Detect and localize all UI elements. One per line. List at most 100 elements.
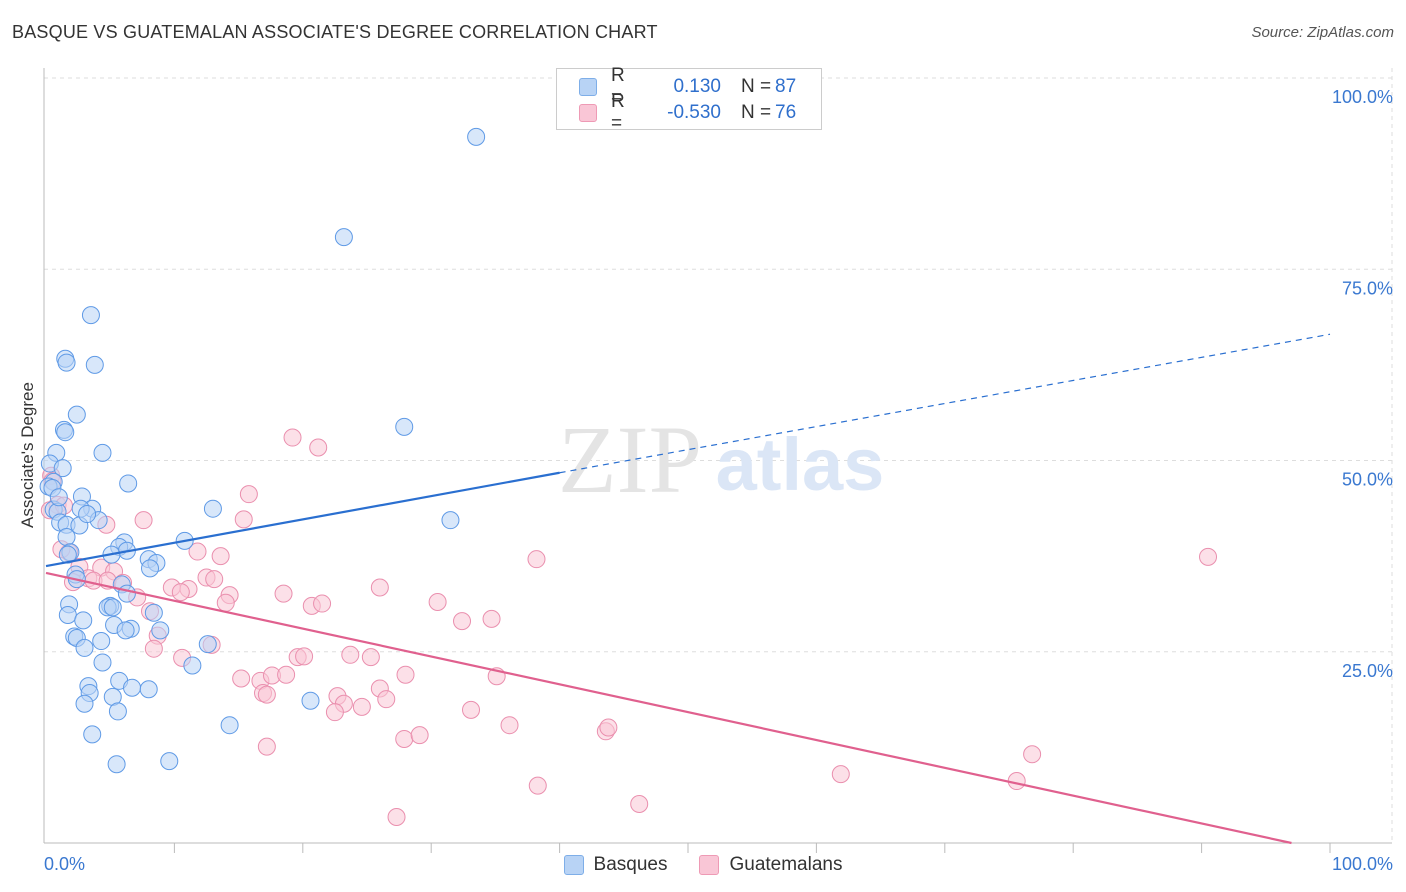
- data-point: [599, 718, 618, 737]
- legend-item-guatemalans[interactable]: Guatemalans: [699, 854, 842, 876]
- data-point: [205, 570, 224, 589]
- data-point: [103, 598, 122, 617]
- data-point: [1199, 547, 1218, 566]
- data-point: [462, 700, 481, 719]
- data-point: [352, 697, 371, 716]
- data-point: [58, 606, 77, 625]
- data-point: [119, 474, 138, 493]
- axes: [43, 68, 1392, 853]
- data-point: [57, 353, 76, 372]
- data-point: [295, 647, 314, 666]
- data-point: [309, 438, 328, 457]
- data-point: [341, 645, 360, 664]
- data-point: [482, 609, 501, 628]
- legend-item-basques[interactable]: Basques: [563, 854, 668, 876]
- series-legend: Basques Guatemalans: [0, 852, 1406, 878]
- n-value: 76: [775, 102, 797, 123]
- grid-lines: [44, 68, 1393, 843]
- data-point: [528, 776, 547, 795]
- basques-points: [39, 127, 486, 774]
- basques-swatch: [563, 855, 584, 875]
- watermark-atlas: atlas: [716, 423, 885, 506]
- data-point: [75, 694, 94, 713]
- data-point: [116, 621, 135, 640]
- data-point: [49, 488, 68, 507]
- data-point: [527, 550, 546, 569]
- data-point: [144, 603, 163, 622]
- data-point: [361, 648, 380, 667]
- watermark: ZIP atlas: [558, 406, 884, 513]
- legend-label-guatemalans: Guatemalans: [729, 854, 843, 875]
- data-point: [211, 547, 230, 566]
- data-point: [325, 703, 344, 722]
- r-value: -0.530: [667, 102, 721, 123]
- data-point: [301, 691, 320, 710]
- data-point: [334, 228, 353, 247]
- data-point: [107, 755, 126, 774]
- legend-row-guatemalans: R = -0.530 N = 76: [579, 91, 797, 134]
- r-value: 0.130: [673, 76, 721, 97]
- data-point: [395, 729, 414, 748]
- data-point: [93, 443, 112, 462]
- data-point: [453, 612, 472, 631]
- data-point: [1023, 745, 1042, 764]
- n-label: N =: [741, 76, 772, 97]
- guatemalans-swatch: [579, 104, 597, 122]
- tick-labels: 25.0% 50.0% 75.0% 100.0% 0.0% 100.0%: [44, 87, 1393, 874]
- data-point: [57, 528, 76, 546]
- data-point: [387, 807, 406, 826]
- data-point: [274, 584, 293, 603]
- data-point: [83, 725, 102, 744]
- data-point: [117, 584, 136, 603]
- data-point: [277, 665, 296, 684]
- data-point: [134, 511, 153, 530]
- data-point: [92, 632, 111, 651]
- legend-row-basques: R = 0.130 N = 87: [579, 65, 797, 108]
- data-point: [183, 656, 202, 675]
- data-point: [239, 485, 258, 504]
- correlation-legend: R = 0.130 N = 87 R = -0.530 N = 76: [556, 65, 822, 134]
- basques-trend-extension: [559, 333, 1331, 474]
- data-point: [93, 653, 112, 672]
- data-point: [831, 765, 850, 784]
- data-point: [78, 505, 97, 524]
- r-label: R =: [611, 65, 625, 108]
- data-point: [428, 593, 447, 612]
- data-point: [313, 594, 332, 613]
- data-point: [123, 678, 142, 697]
- data-point: [283, 428, 302, 447]
- data-point: [160, 752, 179, 771]
- data-point: [203, 499, 222, 518]
- y-axis-title: Associate's Degree: [18, 382, 37, 528]
- data-point: [395, 417, 414, 436]
- trend-lines: [45, 333, 1331, 845]
- data-point: [141, 559, 160, 578]
- y-tick-label: 75.0%: [1342, 278, 1393, 298]
- data-point: [257, 737, 276, 756]
- data-point: [232, 669, 251, 688]
- n-value: 87: [775, 76, 797, 97]
- data-point: [151, 621, 170, 640]
- guatemalans-swatch: [699, 855, 720, 875]
- data-point: [467, 127, 486, 146]
- data-point: [56, 423, 75, 442]
- legend-label-basques: Basques: [593, 854, 668, 875]
- data-point: [188, 542, 207, 561]
- data-point: [220, 716, 239, 735]
- n-label: N =: [741, 102, 772, 123]
- y-tick-label: 50.0%: [1342, 470, 1393, 490]
- data-point: [85, 355, 104, 374]
- data-point: [53, 459, 72, 478]
- data-point: [234, 510, 253, 529]
- data-point: [139, 680, 158, 699]
- data-point: [370, 578, 389, 597]
- data-point: [198, 635, 217, 654]
- data-point: [257, 685, 276, 704]
- basques-swatch: [579, 78, 597, 96]
- data-point: [171, 583, 190, 602]
- x-tick-label-end: 100.0%: [1332, 854, 1393, 874]
- data-point: [377, 690, 396, 709]
- chart-title: BASQUE VS GUATEMALAN ASSOCIATE'S DEGREE …: [12, 22, 658, 42]
- data-point: [500, 716, 519, 735]
- data-point: [81, 306, 100, 325]
